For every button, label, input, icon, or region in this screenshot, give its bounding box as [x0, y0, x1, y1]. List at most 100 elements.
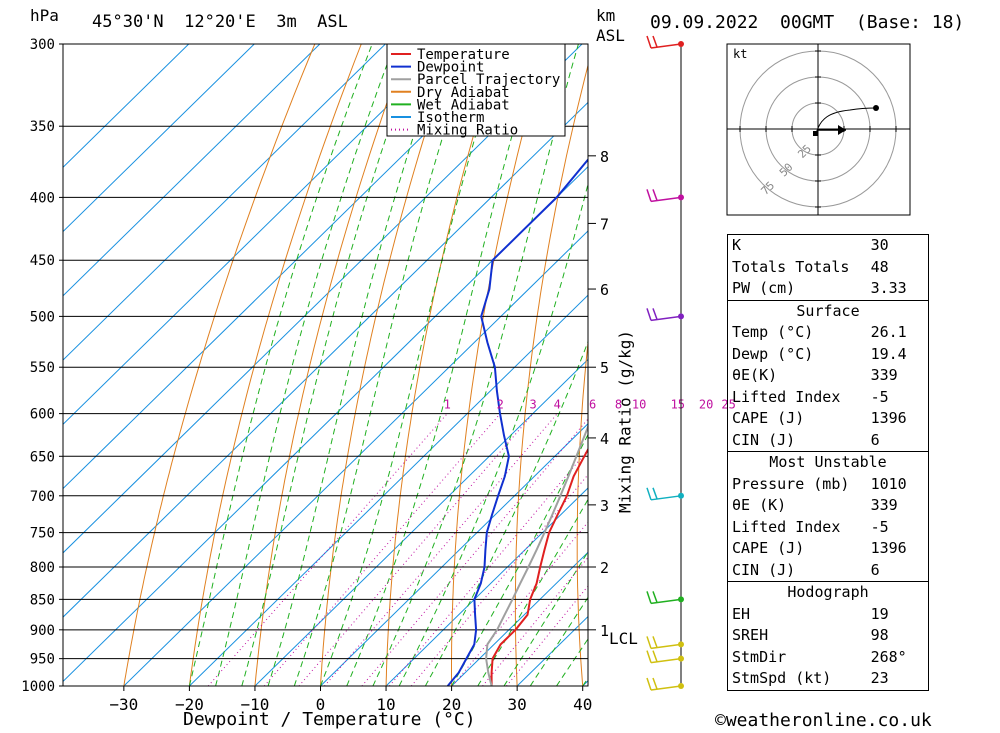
isotherm-line — [385, 487, 588, 686]
storm-motion-arrowhead — [838, 125, 846, 135]
wind-barb-shaft — [650, 495, 682, 501]
height-tick-label: 7 — [600, 215, 609, 233]
background-lines — [63, 44, 1000, 686]
basic-value: 3.33 — [870, 279, 907, 297]
wind-barb-flag — [652, 677, 658, 690]
wind-barb-flag — [652, 650, 658, 662]
wind-barb-flag — [652, 591, 658, 603]
pressure-tick-label: 600 — [30, 407, 55, 423]
surface-value: -5 — [870, 387, 889, 406]
surface-row: Lifted Index -5 — [728, 387, 928, 409]
surface-section-title: Surface — [728, 299, 928, 323]
basic-label: PW (cm) — [732, 279, 796, 297]
pressure-tick-label: 300 — [30, 37, 55, 53]
wind-barb-shaft — [650, 43, 682, 49]
wind-barb-flag — [646, 487, 652, 501]
mixing-ratio-value-label: 6 — [589, 398, 596, 412]
height-unit-km: km — [596, 6, 616, 25]
pressure-tick-label: 750 — [30, 526, 55, 542]
surface-value: 19.4 — [870, 344, 907, 363]
mixing-ratio-line — [263, 413, 501, 686]
isotherm-line — [320, 423, 588, 686]
dry-adiabat-line — [451, 44, 548, 686]
mixing-ratio-line — [298, 413, 534, 686]
series-temperature — [490, 447, 588, 686]
surface-label: Dewp (°C) — [732, 344, 814, 363]
temperature-tick-label: 40 — [573, 695, 592, 714]
legend-box — [386, 43, 566, 137]
height-axis: 8 7 6 5 4 3 2 1 — [588, 148, 609, 640]
pressure-tick-label: 450 — [30, 253, 55, 269]
isotherm-line — [254, 358, 588, 686]
mixing-ratio-value-label: 20 — [699, 398, 713, 412]
datetime-label: 09.09.2022 00GMT (Base: 18) — [650, 12, 965, 33]
surface-label: θE(K) — [732, 366, 778, 384]
unstable-row: Lifted Index -5 — [728, 517, 928, 539]
wind-barb-shaft — [650, 657, 682, 664]
height-unit-asl: ASL — [596, 26, 625, 45]
series-parcel-trajectory — [485, 424, 588, 686]
legend-entry-label: Mixing Ratio — [417, 123, 518, 139]
hodo-value: 23 — [870, 669, 889, 687]
height-tick-label: 5 — [600, 359, 609, 377]
pressure-tick-label: 400 — [30, 190, 55, 206]
legend-entry-label: Isotherm — [417, 110, 484, 126]
temperature-tick-label: −20 — [175, 695, 204, 714]
hodograph-unit-label: kt — [733, 47, 747, 61]
mixing-ratio-value-label: 3 — [530, 398, 537, 412]
legend-entry-label: Parcel Trajectory — [417, 72, 560, 88]
isotherm-line — [63, 44, 190, 168]
pressure-axis: 300 350 400 450 500 550 600 650 700 750 800 850 900 9… — [21, 37, 63, 695]
wind-barb-flag — [646, 677, 652, 691]
temperature-axis: −30 −20 −10 0 10 20 30 40 — [109, 686, 592, 714]
basic-label: Totals Totals — [732, 257, 850, 276]
hodo-label: SREH — [732, 626, 769, 644]
wind-barb-flag — [646, 636, 652, 649]
isotherm-line — [63, 44, 321, 297]
height-tick-label: 8 — [600, 148, 609, 166]
pressure-tick-label: 950 — [30, 652, 55, 668]
surface-label: Lifted Index — [732, 387, 841, 406]
wet-adiabat-line — [346, 44, 539, 686]
isotherm-line — [63, 44, 255, 233]
wind-barb-flag — [652, 189, 658, 201]
wind-level-dot — [678, 641, 684, 648]
wet-adiabat-line — [267, 44, 445, 686]
wind-barb-shaft — [650, 315, 682, 322]
pressure-tick-label: 550 — [30, 360, 55, 376]
temperature-tick-label: −10 — [240, 695, 269, 714]
pressure-tick-label: 650 — [30, 449, 55, 465]
wind-profile — [646, 35, 684, 691]
unstable-label: CAPE (J) — [732, 539, 805, 557]
unstable-row: θE (K) 339 — [728, 495, 928, 517]
mixing-ratio-labels: 1 2 3 4 6 8 10 15 20 25 — [444, 398, 736, 412]
surface-label: Temp (°C) — [732, 323, 814, 341]
wet-adiabat-line — [398, 182, 588, 686]
basic-row: PW (cm) 3.33 — [728, 278, 928, 300]
isotherm-line — [123, 230, 588, 686]
x-axis-label: Dewpoint / Temperature (°C) — [183, 709, 476, 730]
wet-adiabat-line — [372, 44, 579, 686]
surface-value: 339 — [870, 366, 898, 384]
dry-adiabat-line — [188, 44, 362, 686]
isotherm-line — [63, 165, 588, 683]
hodograph-surface-point — [813, 131, 818, 136]
surface-row: θE(K) 339 — [728, 365, 928, 387]
hodo-row: StmSpd (kt) 23 — [728, 668, 928, 690]
temperature-tick-label: −30 — [109, 695, 138, 714]
plot-frame — [62, 43, 589, 687]
surface-label: CIN (J) — [732, 430, 796, 449]
pressure-tick-label: 1000 — [21, 679, 55, 695]
unstable-value: 339 — [870, 496, 898, 514]
unstable-label: Pressure (mb) — [732, 474, 850, 493]
wind-barb-flag — [652, 636, 658, 648]
dry-adiabat-line — [961, 44, 1000, 686]
wet-adiabat-line — [293, 44, 473, 686]
wind-barb-flag — [646, 591, 652, 604]
surface-row: CAPE (J) 1396 — [728, 408, 928, 430]
mixing-ratio-value-label: 1 — [444, 398, 451, 412]
unstable-row: CIN (J) 6 — [728, 560, 928, 582]
hodograph-section-title: Hodograph — [728, 581, 928, 604]
